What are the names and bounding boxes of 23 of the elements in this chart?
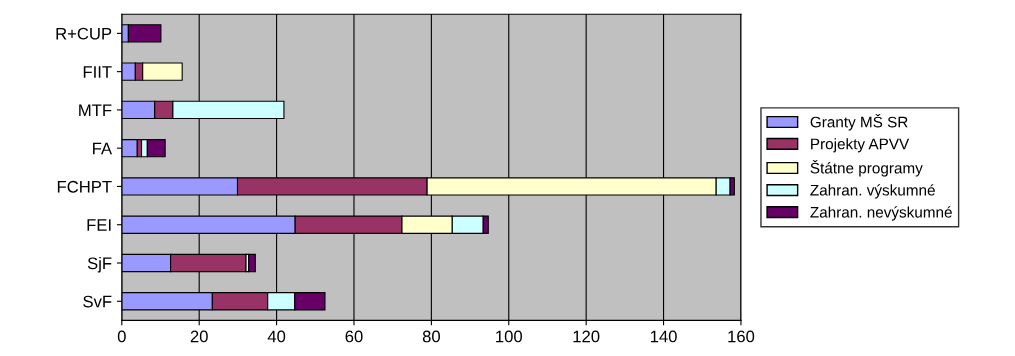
bar bbox=[248, 253, 256, 273]
legend-label: Granty MŠ SR bbox=[810, 113, 908, 131]
x-tick-label: 160 bbox=[728, 330, 755, 343]
y-tick-label: FA bbox=[93, 142, 113, 155]
y-tick-label: SjF bbox=[87, 256, 112, 273]
x-tick-label: 20 bbox=[190, 330, 208, 343]
y-tick-label: FEI bbox=[87, 219, 111, 231]
x-tick-label: 100 bbox=[496, 330, 523, 343]
y-tick-label: MTF bbox=[79, 104, 112, 116]
x-tick-label: 140 bbox=[650, 330, 677, 343]
x-tick-label: 120 bbox=[573, 330, 600, 343]
legend-label: Zahran. nevýskumné bbox=[810, 206, 952, 221]
x-tick-label: 0 bbox=[117, 330, 126, 343]
y-tick-label: SvF bbox=[83, 295, 112, 308]
x-tick-label: 40 bbox=[267, 330, 286, 343]
x-tick-label: 60 bbox=[345, 330, 363, 343]
x-tick-label: 80 bbox=[422, 330, 440, 343]
legend-label: Zahran. výskumné bbox=[810, 184, 935, 199]
y-tick-label: FCHPT bbox=[57, 180, 112, 193]
y-tick-label: R+CUP bbox=[56, 27, 112, 40]
legend-label: Projekty APVV bbox=[811, 138, 910, 153]
legend-label: Štátne programy bbox=[810, 160, 923, 177]
y-tick-label: FIIT bbox=[83, 66, 112, 78]
